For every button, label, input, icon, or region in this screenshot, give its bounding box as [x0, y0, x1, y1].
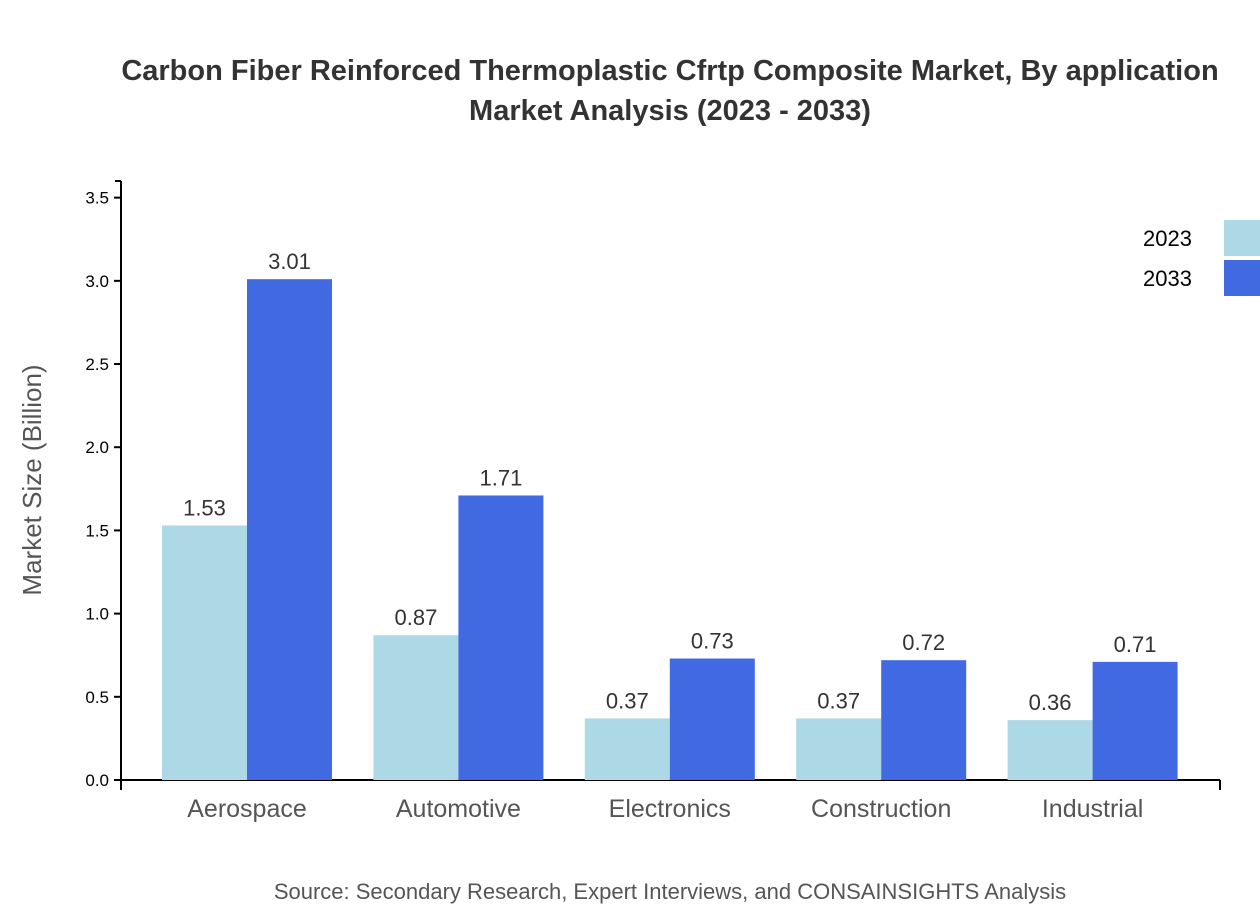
data-label: 0.71 [1114, 632, 1157, 657]
chart-title-line-2: Market Analysis (2023 - 2033) [469, 95, 871, 127]
source-note: Source: Secondary Research, Expert Inter… [274, 879, 1066, 904]
bar-2033-electronics [669, 658, 755, 780]
y-tick-label: 0.5 [85, 688, 109, 707]
y-tick-label: 1.5 [85, 521, 109, 540]
y-tick-label: 3.5 [85, 189, 109, 208]
y-tick-label: 3.0 [85, 272, 109, 291]
data-label: 0.87 [394, 605, 437, 630]
bar-2033-automotive [458, 495, 544, 780]
data-label: 3.01 [268, 249, 311, 274]
x-tick-label: Industrial [1042, 795, 1143, 823]
y-tick-label: 2.0 [85, 438, 109, 457]
data-label: 0.37 [606, 688, 649, 713]
chart-title-line-1: Carbon Fiber Reinforced Thermoplastic Cf… [121, 55, 1218, 87]
data-label: 0.36 [1029, 690, 1072, 715]
legend-swatch-2023 [1224, 220, 1260, 256]
legend-label-2033: 2033 [1143, 266, 1192, 291]
data-label: 0.72 [902, 630, 945, 655]
y-tick-label: 1.0 [85, 605, 109, 624]
x-tick-label: Construction [811, 795, 951, 823]
x-tick-label: Automotive [396, 795, 521, 823]
bar-2033-construction [881, 660, 967, 780]
bar-2023-automotive [373, 635, 459, 780]
data-label: 0.73 [691, 629, 734, 654]
x-tick-label: Aerospace [187, 795, 307, 823]
data-label: 1.53 [183, 495, 226, 520]
bar-2023-aerospace [162, 525, 247, 780]
data-label: 1.71 [479, 465, 522, 490]
bar-2033-aerospace [247, 279, 332, 780]
legend-label-2023: 2023 [1143, 226, 1192, 251]
y-tick-label: 0.0 [85, 771, 109, 790]
bar-2023-electronics [584, 718, 670, 780]
y-tick-label: 2.5 [85, 355, 109, 374]
x-tick-label: Electronics [609, 795, 731, 823]
data-label: 0.37 [817, 688, 860, 713]
bar-2033-industrial [1092, 661, 1178, 780]
y-axis-label: Market Size (Billion) [17, 364, 47, 595]
bar-2023-construction [796, 718, 882, 780]
legend-swatch-2033 [1224, 260, 1260, 296]
bar-2023-industrial [1007, 720, 1093, 780]
